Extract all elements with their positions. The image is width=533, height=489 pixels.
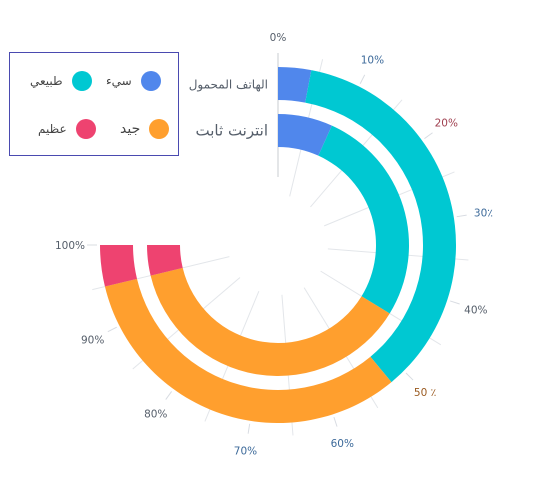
category-label: الهاتف المحمول xyxy=(189,78,268,93)
bar-segment[interactable] xyxy=(147,245,183,276)
bar-segment[interactable] xyxy=(278,114,332,156)
legend-item-good[interactable]: جيد xyxy=(120,119,170,139)
tick-label: 60% xyxy=(331,438,354,450)
tick-mark xyxy=(405,372,414,381)
bar-segment[interactable] xyxy=(318,125,409,314)
legend: سيء طبيعي جيد عظيم xyxy=(9,52,179,156)
tick-label: 90% xyxy=(81,334,104,346)
bar-segment[interactable] xyxy=(100,245,138,287)
tick-label: 10% xyxy=(361,55,384,67)
tick-mark xyxy=(247,423,251,434)
bar-segment[interactable] xyxy=(278,67,312,103)
tick-mark xyxy=(424,132,433,140)
legend-swatch xyxy=(140,71,161,91)
tick-mark xyxy=(107,326,117,333)
tick-label: 100% xyxy=(55,240,85,252)
tick-label: 50 ٪ xyxy=(414,387,436,399)
tick-label: 80% xyxy=(144,408,167,420)
legend-item-normal[interactable]: طبيعي xyxy=(30,71,92,91)
bar-segment[interactable] xyxy=(150,267,390,376)
tick-mark xyxy=(456,214,467,218)
legend-label: سيء xyxy=(106,74,132,88)
bar-segment[interactable] xyxy=(305,70,456,383)
legend-label: عظيم xyxy=(38,122,67,136)
category-label: انترنت ثابت xyxy=(196,122,268,140)
legend-label: طبيعي xyxy=(30,74,63,88)
tick-mark xyxy=(333,416,338,427)
tick-mark xyxy=(449,300,460,305)
bar-segment[interactable] xyxy=(104,278,392,423)
legend-swatch xyxy=(75,119,96,139)
tick-label: 40% xyxy=(464,304,487,316)
tick-mark xyxy=(359,74,366,84)
legend-swatch xyxy=(71,71,92,91)
tick-label: 70% xyxy=(234,445,257,457)
tick-mark xyxy=(165,391,173,400)
legend-item-bad[interactable]: سيء xyxy=(106,71,161,91)
legend-label: جيد xyxy=(120,121,141,137)
legend-item-great[interactable]: عظيم xyxy=(38,119,96,139)
tick-label: 20% xyxy=(435,118,458,130)
legend-swatch xyxy=(149,119,170,139)
tick-label: 0% xyxy=(270,32,287,44)
tick-label: 30٪ xyxy=(474,207,493,219)
